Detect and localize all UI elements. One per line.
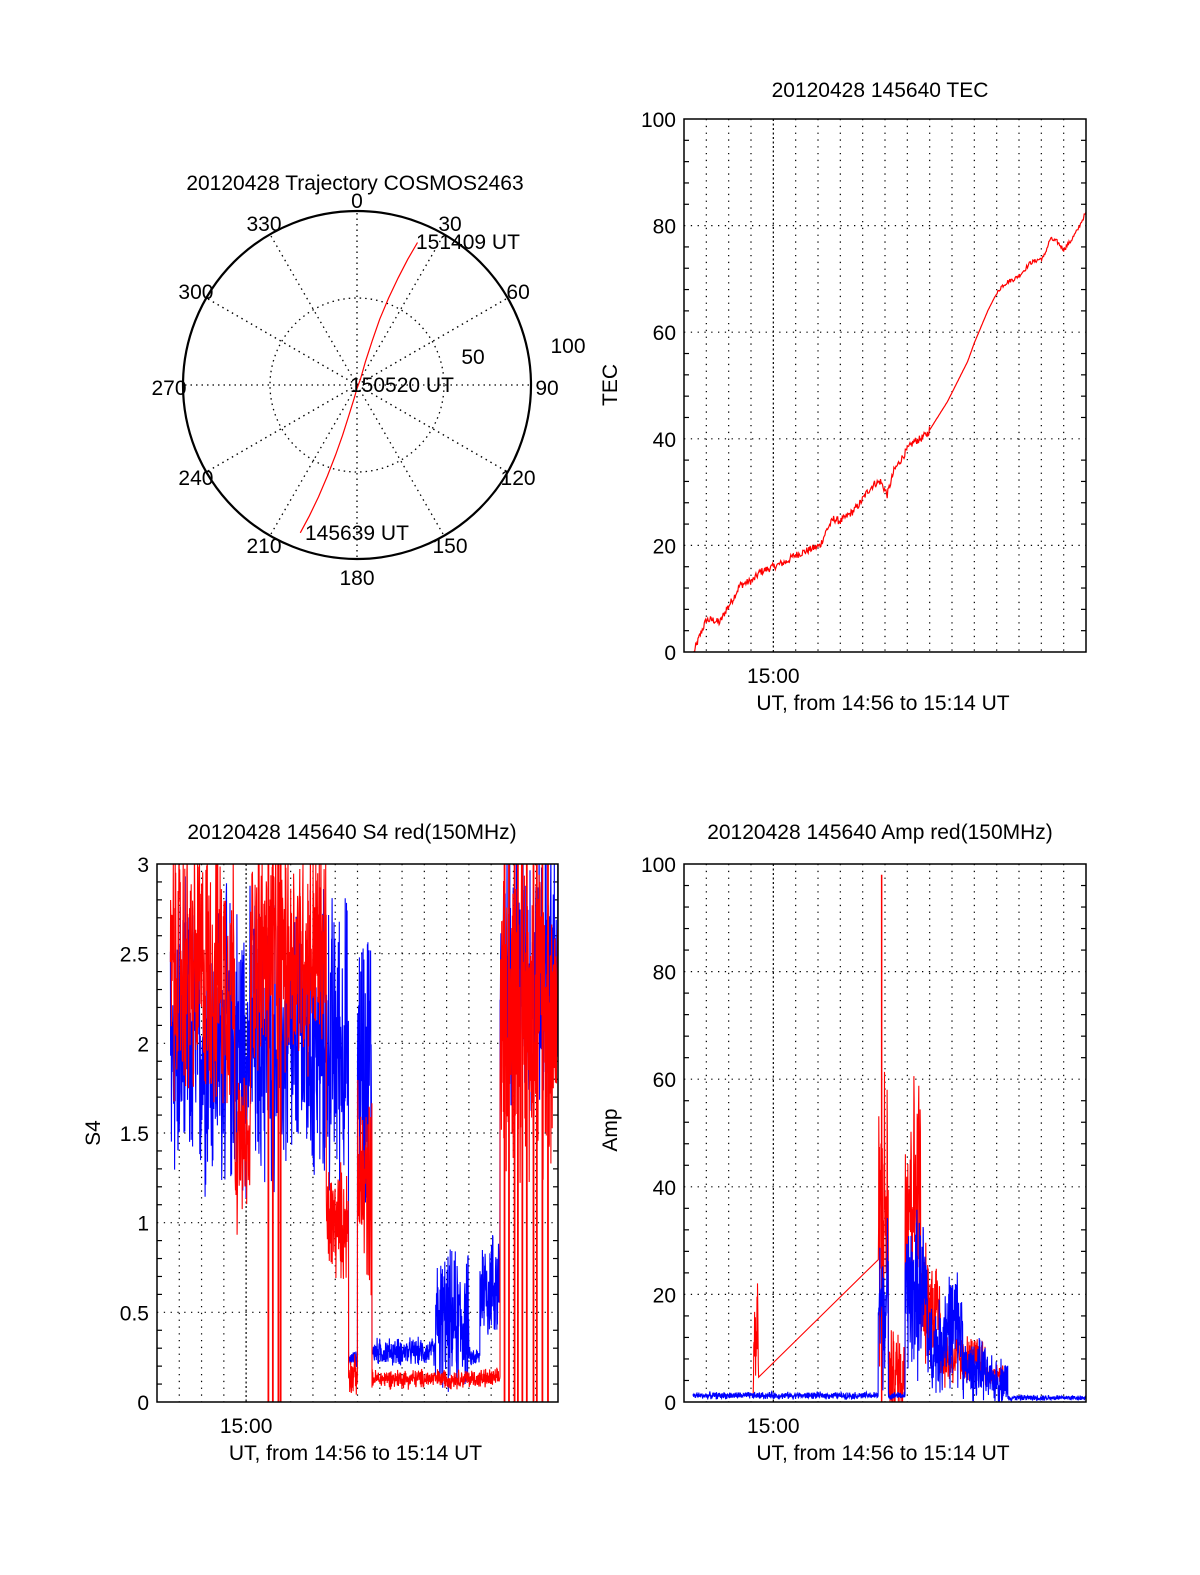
tec-x-tick-label-1500: 15:00 (747, 665, 800, 688)
polar-radial-label-100: 100 (550, 335, 585, 358)
polar-angle-label: 120 (501, 467, 536, 490)
y-tick-label: 3 (137, 854, 149, 877)
polar-spoke (357, 298, 508, 385)
amp-chart: 20120428 145640 Amp red(150MHz) 0 20 40 60 8… (599, 821, 1086, 1465)
amp-y-axis-label: Amp (599, 1108, 622, 1151)
polar-angle-label: 150 (432, 535, 467, 558)
polar-angle-label: 210 (246, 535, 281, 558)
s4-series (170, 837, 557, 1402)
polar-spoke (357, 385, 508, 472)
polar-radial-label-50: 50 (461, 346, 484, 369)
polar-angle-label: 330 (246, 213, 281, 236)
y-tick-label: 60 (653, 1069, 676, 1092)
s4-x-axis-label: UT, from 14:56 to 15:14 UT (229, 1442, 482, 1465)
y-tick-label: 2.5 (120, 944, 149, 967)
y-tick-label: 0 (664, 1392, 676, 1415)
s4-title: 20120428 145640 S4 red(150MHz) (187, 821, 516, 844)
tec-grid (684, 119, 1086, 652)
y-tick-label: 1 (137, 1213, 149, 1236)
tec-chart: 20120428 145640 TEC 0 20 40 60 80 100 TEC 15:… (599, 79, 1086, 715)
y-tick-label: 20 (653, 535, 676, 558)
tec-y-tick-labels: 0 20 40 60 80 100 (641, 109, 676, 665)
polar-label-start-time: 145639 UT (305, 522, 409, 545)
amp-series (693, 875, 1086, 1402)
polar-spoke (357, 385, 444, 536)
amp-y-tick-labels: 0 20 40 60 80 100 (641, 854, 676, 1415)
tec-series (694, 212, 1086, 652)
polar-angle-label: 90 (535, 377, 558, 400)
y-tick-label: 80 (653, 216, 676, 239)
tec-y-axis-label: TEC (599, 364, 622, 406)
polar-label-end-time: 151409 UT (416, 231, 520, 254)
polar-trajectory-chart: 20120428 Trajectory COSMOS2463 030609012… (151, 172, 585, 590)
y-tick-label: 0.5 (120, 1302, 149, 1325)
polar-spoke (357, 234, 444, 385)
y-tick-label: 100 (641, 109, 676, 132)
polar-angle-label: 0 (351, 190, 363, 213)
tec-x-axis-label: UT, from 14:56 to 15:14 UT (756, 692, 1009, 715)
amp-x-axis-label: UT, from 14:56 to 15:14 UT (756, 1442, 1009, 1465)
polar-angle-label: 270 (151, 377, 186, 400)
polar-label-mid-time: 150520 UT (350, 374, 454, 397)
y-tick-label: 60 (653, 322, 676, 345)
y-tick-label: 40 (653, 1177, 676, 1200)
y-tick-label: 40 (653, 429, 676, 452)
tec-title: 20120428 145640 TEC (772, 79, 989, 102)
amp-red-line (753, 1072, 1008, 1402)
y-tick-label: 1.5 (120, 1123, 149, 1146)
tec-line (694, 212, 1086, 652)
s4-x-tick-label-1500: 15:00 (220, 1415, 273, 1438)
y-tick-label: 100 (641, 854, 676, 877)
polar-angle-label: 300 (178, 281, 213, 304)
polar-angle-label: 60 (506, 281, 529, 304)
y-tick-label: 20 (653, 1284, 676, 1307)
polar-angle-label: 180 (339, 567, 374, 590)
s4-chart: 20120428 145640 S4 red(150MHz) 0 0.5 1 1.5 2… (82, 821, 558, 1465)
y-tick-label: 0 (137, 1392, 149, 1415)
amp-title: 20120428 145640 Amp red(150MHz) (707, 821, 1053, 844)
y-tick-label: 2 (137, 1033, 149, 1056)
s4-y-tick-labels: 0 0.5 1 1.5 2 2.5 3 (120, 854, 149, 1415)
y-tick-label: 80 (653, 962, 676, 985)
amp-x-tick-label-1500: 15:00 (747, 1415, 800, 1438)
s4-y-axis-label: S4 (82, 1120, 105, 1146)
polar-angle-label: 240 (178, 467, 213, 490)
polar-spoke (206, 298, 357, 385)
y-tick-label: 0 (664, 642, 676, 665)
